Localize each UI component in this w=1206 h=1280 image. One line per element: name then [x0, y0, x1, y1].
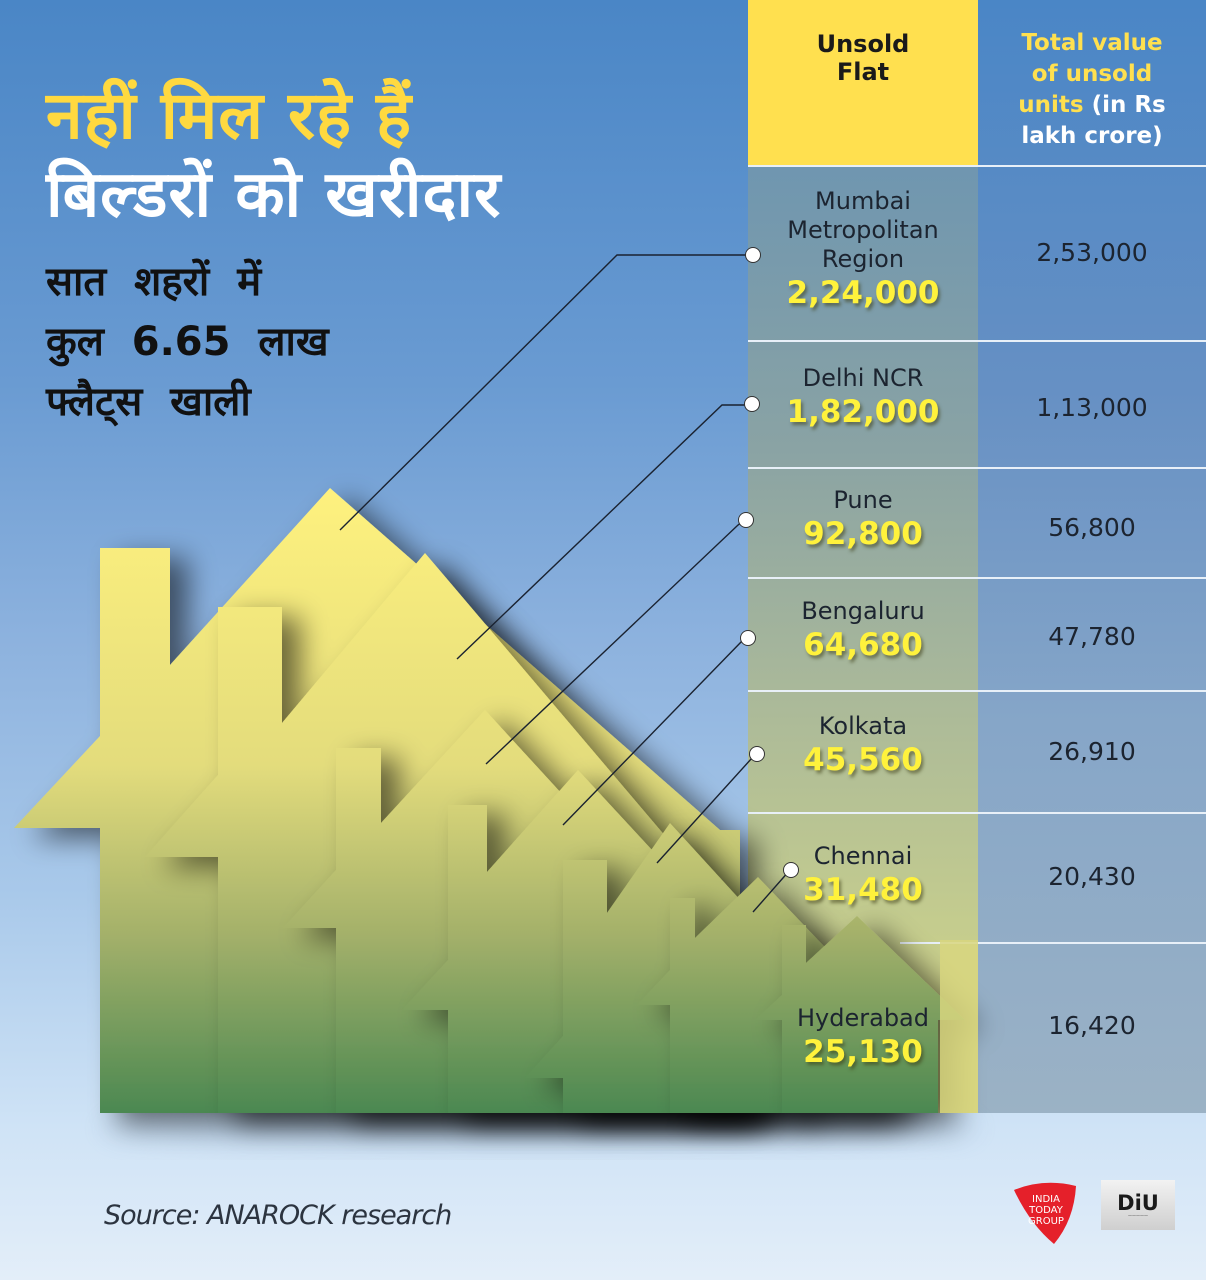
svg-text:INDIA: INDIA [1032, 1194, 1060, 1205]
diu-logo: DiU ————— [1101, 1180, 1175, 1230]
svg-text:GROUP: GROUP [1028, 1216, 1064, 1227]
row-divider [748, 690, 1206, 692]
value-mumbai: 2,53,000 [1036, 238, 1148, 267]
value-delhi: 1,13,000 [1036, 393, 1148, 422]
diu-logo-text: DiU [1117, 1190, 1159, 1215]
row-divider [748, 812, 1206, 814]
row-delhi: Delhi NCR 1,82,000 [748, 364, 978, 431]
city-name: Mumbai [815, 187, 911, 215]
diu-logo-sub: ————— [1128, 1212, 1148, 1218]
city-name: Pune [833, 486, 893, 514]
row-kolkata: Kolkata 45,560 [748, 712, 978, 779]
leader-dot-kolkata [749, 746, 765, 762]
unsold-count: 2,24,000 [786, 275, 940, 311]
value-header: Total value of unsold units (in Rs lakh … [978, 0, 1206, 165]
value-pune: 56,800 [1048, 513, 1136, 542]
row-divider [748, 577, 1206, 579]
value-hyderabad: 16,420 [1048, 1011, 1136, 1040]
subtitle-line-1: सात शहरों में [46, 259, 262, 305]
unsold-header: Unsold Flat [748, 0, 978, 165]
row-divider [748, 340, 1206, 342]
unsold-count: 31,480 [803, 872, 923, 908]
row-bengaluru: Bengaluru 64,680 [748, 597, 978, 664]
row-mumbai: Mumbai Metropolitan Region 2,24,000 [748, 187, 978, 312]
row-hyderabad: Hyderabad 25,130 [748, 1004, 978, 1071]
unsold-header-l1: Unsold [816, 30, 910, 58]
unsold-header-l2: Flat [836, 58, 890, 86]
row-pune: Pune 92,800 [748, 486, 978, 553]
city-name: Delhi NCR [802, 364, 924, 392]
city-name: Hyderabad [797, 1004, 929, 1032]
row-divider [900, 942, 1206, 944]
value-chennai: 20,430 [1048, 862, 1136, 891]
title-line-2: बिल्डरों को खरीदार [46, 157, 502, 232]
unsold-count: 64,680 [803, 627, 923, 663]
value-kolkata: 26,910 [1048, 737, 1136, 766]
unsold-count: 45,560 [803, 742, 923, 778]
leader-dot-pune [738, 512, 754, 528]
city-name: Kolkata [818, 712, 908, 740]
subtitle: सात शहरों में कुल 6.65 लाख फ्लैट्स खाली [46, 252, 329, 432]
source-note: Source: ANAROCK research [104, 1200, 452, 1231]
leader-dot-chennai [783, 862, 799, 878]
city-name: Metropolitan [787, 216, 939, 244]
value-bengaluru: 47,780 [1048, 622, 1136, 651]
row-divider [748, 165, 1206, 167]
unsold-count: 92,800 [803, 516, 923, 552]
subtitle-line-3: फ्लैट्स खाली [46, 379, 251, 425]
subtitle-line-2: कुल 6.65 लाख [46, 319, 329, 365]
unsold-count: 1,82,000 [786, 394, 940, 430]
city-name: Region [821, 245, 905, 273]
title-line-1: नहीं मिल रहे हैं [46, 76, 413, 154]
leader-dot-delhi [744, 396, 760, 412]
leader-dot-bengaluru [740, 630, 756, 646]
value-header-l3b: (in Rs [1083, 92, 1166, 118]
unsold-count: 25,130 [803, 1034, 923, 1070]
value-header-l3a: units [1018, 92, 1084, 118]
svg-text:TODAY: TODAY [1028, 1205, 1064, 1216]
city-name: Bengaluru [801, 597, 925, 625]
value-column: Total value of unsold units (in Rs lakh … [978, 0, 1206, 1113]
house-hyderabad [755, 916, 965, 1113]
leader-dot-mumbai [745, 247, 761, 263]
city-name: Chennai [813, 842, 913, 870]
value-header-l2: of unsold [1031, 61, 1153, 87]
row-divider [748, 467, 1206, 469]
india-today-group-logo: INDIA TODAY GROUP [1014, 1182, 1076, 1244]
value-header-l4: lakh crore) [1021, 123, 1163, 149]
row-chennai: Chennai 31,480 [748, 842, 978, 909]
value-header-l1: Total value [1021, 30, 1163, 56]
